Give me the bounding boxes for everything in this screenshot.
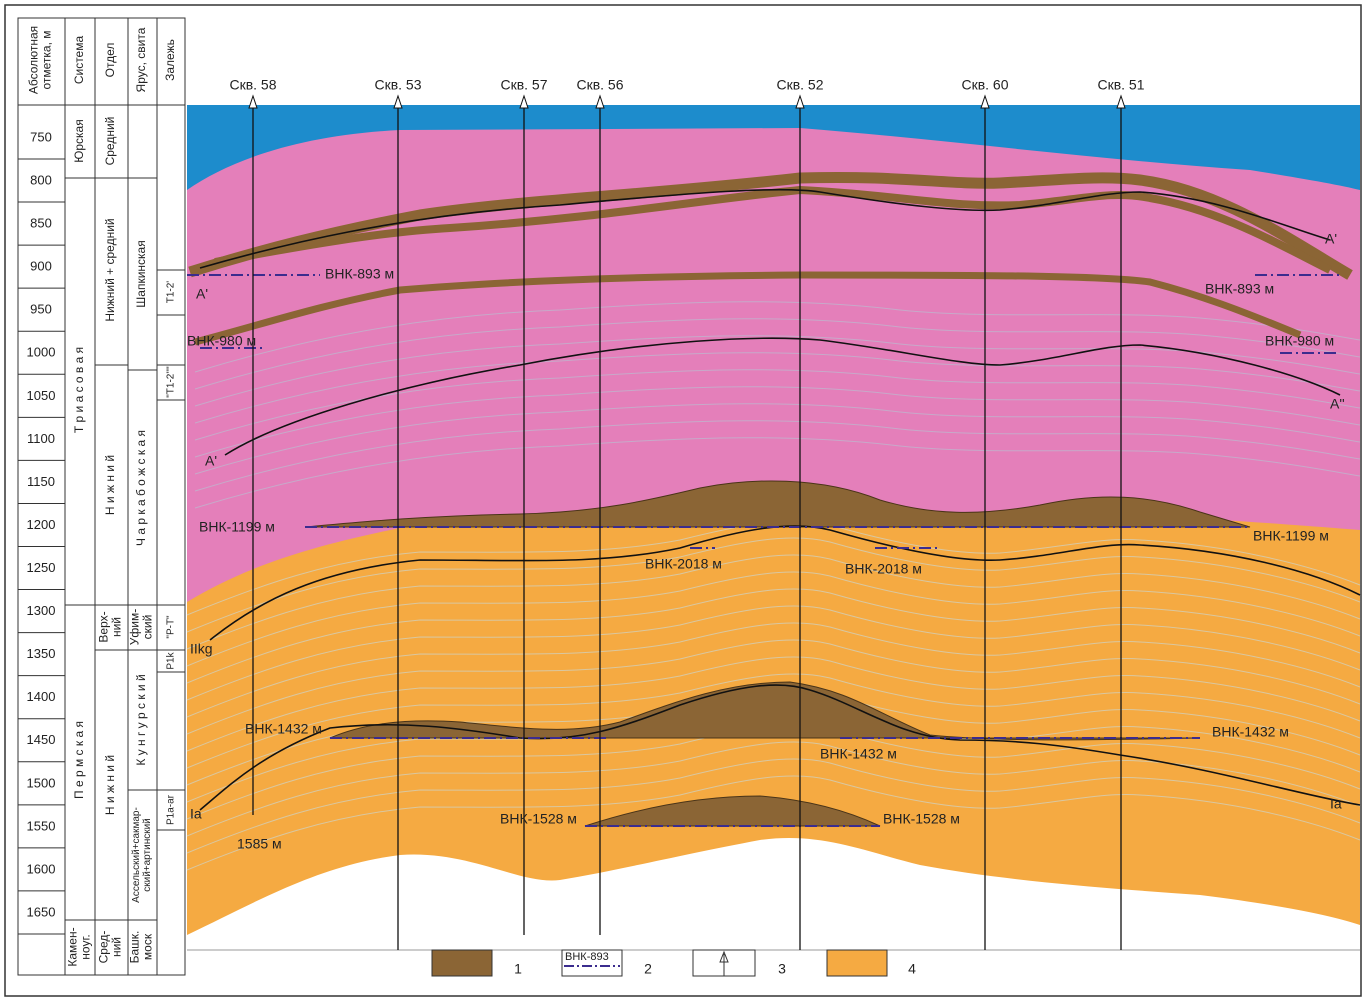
column-cell: Средний	[103, 117, 117, 166]
elevation-label: 800	[30, 172, 52, 187]
column-cell: Камен-	[66, 927, 80, 966]
section-label: A'	[196, 286, 208, 302]
well-label: Скв. 52	[776, 77, 823, 93]
section-label: ВНК-893 м	[1205, 281, 1274, 297]
cross-section: Скв. 58 Скв. 53 Скв. 57 Скв. 56 Скв. 52 Скв. …	[187, 77, 1360, 950]
deposit-label: T1-2'	[166, 281, 177, 304]
elevation-label: 1500	[27, 775, 56, 790]
section-label: ВНК-2018 м	[845, 561, 922, 577]
section-label: A''	[1330, 396, 1345, 412]
section-label: ВНК-1432 м	[1212, 724, 1289, 740]
column-cell: Залежь	[163, 39, 177, 81]
column-cell: Сред-	[97, 931, 111, 964]
legend-label: 2	[644, 961, 652, 977]
deposit-label: "P-T"	[166, 615, 177, 639]
deposit-label: P1k	[166, 651, 177, 669]
elevation-label: 1650	[27, 904, 56, 919]
column-cell: ский+артинский	[142, 818, 153, 892]
legend-sample: ВНК-893	[565, 951, 609, 963]
column-cell: Башк.	[128, 931, 142, 964]
elevation-label: 950	[30, 302, 52, 317]
column-cell: ский	[141, 615, 155, 640]
section-label: ВНК-1432 м	[820, 746, 897, 762]
deposit-label: P1a-ar	[166, 794, 177, 825]
section-label: Ia	[1330, 796, 1342, 812]
elevation-label: 900	[30, 259, 52, 274]
section-label: Ia	[190, 806, 202, 822]
section-label: A'	[1325, 231, 1337, 247]
legend-swatch-1	[432, 950, 492, 976]
column-cell: моск	[141, 933, 155, 960]
elevation-label: 1150	[27, 474, 55, 489]
section-label: ВНК-2018 м	[645, 556, 722, 572]
column-cell: К у н г у р с к и й	[134, 674, 148, 765]
column-cell: Ярус, свита	[134, 27, 148, 92]
well-label: Скв. 56	[576, 77, 623, 93]
section-label: ВНК-893 м	[325, 266, 394, 282]
elevation-label: 1400	[27, 689, 56, 704]
well-label: Скв. 57	[500, 77, 547, 93]
column-cell: П е р м с к а я	[72, 721, 86, 799]
elevation-label: 1100	[27, 431, 55, 446]
column-cell: Шапкинская	[134, 240, 148, 307]
column-cell: ноуг.	[79, 934, 93, 959]
section-label: ВНК-1199 м	[1253, 528, 1329, 544]
column-cell: Уфим-	[128, 609, 142, 645]
elevation-label: 750	[30, 129, 52, 144]
elevation-label: 1300	[27, 603, 56, 618]
deposit-label: "T1-2''"	[166, 366, 177, 398]
well-label: Скв. 53	[374, 77, 421, 93]
column-cell: Н и ж н и й	[103, 755, 117, 815]
column-cell: Абсолютная	[27, 26, 41, 94]
legend-label: 1	[514, 961, 522, 977]
column-cell: Ассельский+сакмар-	[131, 807, 142, 903]
elevation-label: 850	[30, 216, 52, 231]
section-label: ВНК-1528 м	[883, 811, 960, 827]
legend-swatch-4	[827, 950, 887, 976]
elevation-label: 1350	[27, 646, 56, 661]
section-label: ВНК-1528 м	[500, 811, 577, 827]
elevation-label: 1050	[27, 388, 56, 403]
column-cell: Ч а р к а б о ж с к а я	[134, 430, 148, 546]
column-cell: Нижний + средний	[103, 218, 117, 321]
column-cell: Т р и а с о в а я	[72, 347, 86, 433]
column-cell: Система	[72, 36, 86, 85]
section-label: ВНК-980 м	[1265, 333, 1334, 349]
section-label: A'	[205, 453, 217, 469]
elevation-label: 1550	[27, 818, 56, 833]
section-label: ВНК-1199 м	[199, 519, 275, 535]
column-cell: Отдел	[103, 43, 117, 78]
elevation-label: 1200	[27, 517, 56, 532]
elevation-label: 1000	[27, 345, 56, 360]
elevation-label: 1250	[27, 560, 56, 575]
section-label: 1585 м	[237, 836, 282, 852]
elevation-label: 1450	[27, 732, 56, 747]
column-cell: Юрская	[72, 119, 86, 162]
well-label: Скв. 58	[229, 77, 276, 93]
figure: Скв. 58 Скв. 53 Скв. 57 Скв. 56 Скв. 52 Скв. …	[0, 0, 1367, 1002]
well-label: Скв. 60	[961, 77, 1008, 93]
section-label: ВНК-1432 м	[245, 721, 322, 737]
elevation-label: 1600	[27, 861, 56, 876]
column-cell: Верх-	[97, 611, 111, 642]
legend-label: 3	[778, 961, 786, 977]
section-label: ВНК-980 м	[187, 333, 256, 349]
well-label: Скв. 51	[1097, 77, 1144, 93]
column-cell: ний	[110, 617, 124, 637]
column-cell: Н и ж н и й	[103, 455, 117, 515]
column-cell: ний	[110, 937, 124, 957]
column-cell: отметка, м	[40, 30, 54, 89]
section-label: IIkg	[190, 641, 213, 657]
legend-label: 4	[908, 961, 916, 977]
